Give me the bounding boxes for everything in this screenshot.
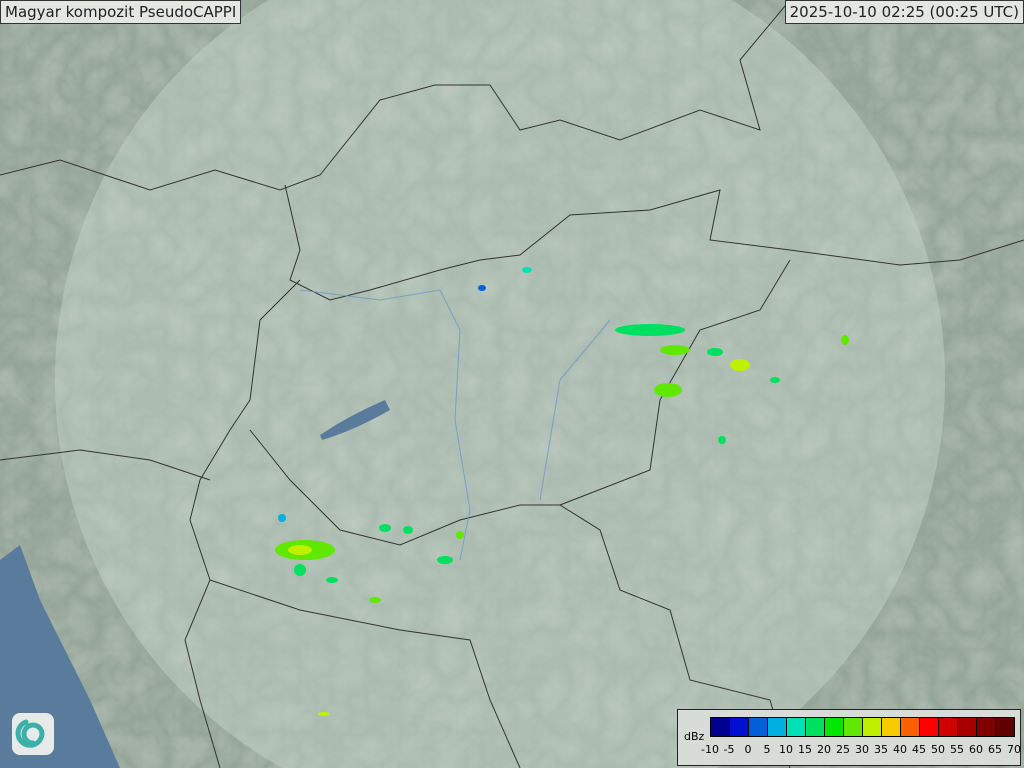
echo-cell bbox=[318, 712, 330, 716]
legend-bin bbox=[939, 718, 958, 736]
echo-cell bbox=[660, 345, 690, 355]
legend-tick-label: 40 bbox=[893, 743, 907, 756]
echo-cell bbox=[841, 335, 849, 345]
dbz-color-legend: dBz -10 -5 0 5 10 15 20 25 30 35 40 45 50 55 60 65 70 bbox=[677, 709, 1021, 766]
adriatic-sea bbox=[0, 545, 120, 768]
legend-tick-label: 60 bbox=[969, 743, 983, 756]
echo-cell bbox=[379, 524, 391, 532]
legend-unit: dBz bbox=[684, 730, 705, 743]
legend-bin bbox=[711, 718, 730, 736]
legend-bin bbox=[920, 718, 939, 736]
swirl-logo-icon bbox=[15, 719, 45, 748]
legend-bin bbox=[882, 718, 901, 736]
legend-tick-label: 5 bbox=[763, 743, 771, 756]
echo-cell bbox=[456, 531, 464, 539]
legend-tick-label: 0 bbox=[744, 743, 752, 756]
echo-cell bbox=[326, 577, 338, 583]
logo bbox=[12, 713, 54, 755]
timestamp: 2025-10-10 02:25 (00:25 UTC) bbox=[784, 0, 1024, 24]
legend-bin bbox=[806, 718, 825, 736]
legend-color-bins bbox=[710, 717, 1015, 737]
legend-tick-label: 45 bbox=[912, 743, 926, 756]
legend-tick-label: 25 bbox=[836, 743, 850, 756]
legend-bin bbox=[787, 718, 806, 736]
echo-cell bbox=[654, 383, 682, 397]
echo-cell bbox=[522, 267, 532, 273]
echo-cell bbox=[437, 556, 453, 564]
echo-cell bbox=[369, 597, 381, 603]
legend-tick-label: 15 bbox=[798, 743, 812, 756]
legend-tick-label: -10 bbox=[701, 743, 719, 756]
echo-cell bbox=[403, 526, 413, 534]
legend-bin bbox=[996, 718, 1014, 736]
legend-tick-label: 50 bbox=[931, 743, 945, 756]
echo-cell bbox=[718, 436, 726, 444]
legend-bin bbox=[730, 718, 749, 736]
legend-tick-label: 65 bbox=[988, 743, 1002, 756]
legend-tick-label: 20 bbox=[817, 743, 831, 756]
legend-bin bbox=[901, 718, 920, 736]
radar-echoes bbox=[275, 267, 849, 716]
legend-tick-label: 55 bbox=[950, 743, 964, 756]
echo-cell bbox=[615, 324, 685, 336]
legend-tick-label: 30 bbox=[855, 743, 869, 756]
legend-bin bbox=[825, 718, 844, 736]
echo-cell bbox=[707, 348, 723, 356]
legend-bin bbox=[749, 718, 768, 736]
legend-bin bbox=[958, 718, 977, 736]
echo-cell bbox=[730, 359, 750, 371]
echo-cell bbox=[770, 377, 780, 383]
legend-bin bbox=[844, 718, 863, 736]
legend-tick-label: 35 bbox=[874, 743, 888, 756]
legend-bin bbox=[768, 718, 787, 736]
rivers bbox=[299, 289, 611, 561]
legend-ticks: -10 -5 0 5 10 15 20 25 30 35 40 45 50 55 60 65 70 bbox=[701, 743, 1021, 763]
product-title: Magyar kompozit PseudoCAPPI bbox=[0, 0, 242, 24]
legend-tick-label: -5 bbox=[723, 743, 735, 756]
legend-bin bbox=[977, 718, 996, 736]
legend-tick-label: 10 bbox=[779, 743, 793, 756]
legend-bin bbox=[863, 718, 882, 736]
echo-cell bbox=[478, 285, 486, 291]
radar-coverage-area bbox=[54, 0, 946, 768]
echo-cell bbox=[288, 545, 312, 555]
legend-tick-label: 70 bbox=[1007, 743, 1021, 756]
echo-cell bbox=[294, 564, 306, 576]
echo-cell bbox=[278, 514, 286, 522]
lake-balaton bbox=[320, 400, 390, 440]
